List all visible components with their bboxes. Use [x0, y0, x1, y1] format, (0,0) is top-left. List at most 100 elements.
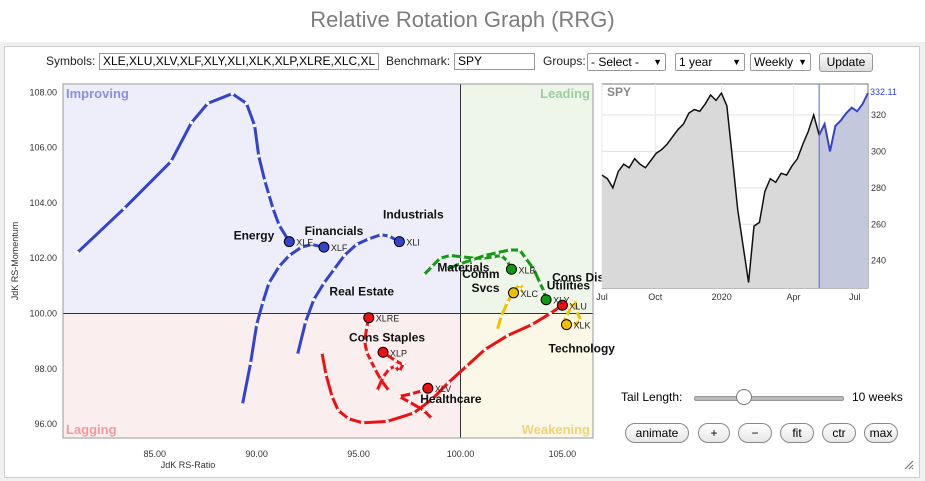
- tail-point: [397, 394, 402, 399]
- period-select[interactable]: 1 year ▼: [675, 53, 745, 71]
- center-button[interactable]: ctr: [822, 423, 856, 443]
- tail-point: [342, 253, 347, 258]
- symbol-label-xli: XLI: [406, 238, 420, 248]
- tail-point: [387, 367, 391, 371]
- tail-point: [254, 322, 259, 327]
- tail-line-xle: [75, 92, 291, 255]
- sector-label-xli: Industrials: [383, 208, 444, 222]
- symbol-label-xlp: XLP: [390, 348, 407, 358]
- head-marker-xlre: [363, 312, 375, 324]
- benchmark-label: Benchmark:: [386, 54, 451, 68]
- sector-label-xlc: Svcs: [471, 281, 499, 295]
- symbol-label-xlk: XLK: [574, 321, 591, 331]
- groups-select[interactable]: - Select - ▼: [587, 53, 666, 71]
- tail-point: [332, 267, 336, 271]
- head-marker-xlf: [318, 241, 330, 253]
- y-axis-label: JdK RS-Momentum: [10, 222, 20, 301]
- x-tick-label: 95.00: [347, 449, 370, 459]
- tail-point: [385, 419, 389, 424]
- tail-point: [572, 298, 577, 302]
- head-marker-xlv: [422, 382, 434, 394]
- update-button[interactable]: Update: [819, 53, 873, 72]
- chevron-down-icon: ▼: [653, 57, 662, 67]
- tail-point: [365, 350, 369, 354]
- y-tick-label: 108.00: [29, 87, 57, 97]
- tail-point: [336, 408, 340, 413]
- fit-button[interactable]: fit: [780, 423, 814, 443]
- tail-point: [460, 255, 465, 259]
- max-button[interactable]: max: [864, 423, 898, 443]
- y-tick-label: 100.00: [29, 309, 57, 319]
- x-tick-label: 85.00: [143, 449, 166, 459]
- tail-line-xlu: [320, 303, 564, 425]
- tail-point: [458, 262, 463, 266]
- benchmark-input[interactable]: SPY: [454, 53, 535, 70]
- tail-point: [312, 298, 316, 302]
- tail-point: [360, 421, 365, 425]
- animate-button[interactable]: animate: [625, 423, 689, 443]
- sector-label-xly: Cons Disc: [552, 271, 611, 285]
- sector-label-xlu: Utilities: [547, 278, 591, 292]
- plot-frame: [62, 83, 594, 439]
- head-marker-xli: [393, 236, 405, 248]
- quadrant-label-weakening: Weakening: [522, 422, 590, 437]
- sector-label-xlf: Financials: [305, 224, 364, 238]
- tail-point: [471, 257, 475, 262]
- tail-point: [240, 403, 245, 407]
- groups-label: Groups:: [543, 54, 586, 68]
- tail-point: [261, 300, 265, 305]
- tail-point: [244, 101, 249, 106]
- tail-point: [422, 273, 426, 277]
- head-marker-xlc: [508, 287, 519, 299]
- tail-point: [362, 339, 367, 343]
- resize-grip-icon[interactable]: [902, 458, 914, 470]
- tail-point: [517, 248, 522, 252]
- period-select-value: 1 year: [679, 55, 713, 69]
- tail-point: [267, 192, 271, 197]
- tail-point: [446, 380, 450, 385]
- symbol-label-xlre: XLRE: [376, 314, 400, 324]
- tail-point: [295, 353, 300, 357]
- symbol-label-xle: XLE: [296, 238, 313, 248]
- x-tick-label: 105.00: [549, 449, 577, 459]
- tail-point: [309, 242, 314, 247]
- tail-point: [505, 300, 510, 305]
- tail-point: [530, 322, 534, 327]
- tail-point: [430, 416, 434, 421]
- tail-line-xlf: [240, 242, 326, 407]
- tail-point: [75, 251, 79, 255]
- tail-point: [354, 242, 359, 247]
- zoom-out-button[interactable]: −: [738, 423, 772, 443]
- tail-point: [387, 234, 391, 238]
- tail-point: [574, 309, 579, 313]
- tail-point: [267, 281, 271, 285]
- head-marker-xle: [283, 236, 295, 248]
- chevron-down-icon: ▼: [732, 57, 741, 67]
- sector-label-xlre: Real Estate: [329, 285, 394, 299]
- quadrant-lagging: [63, 313, 461, 438]
- tail-point: [517, 282, 522, 287]
- tail-point: [430, 397, 434, 401]
- tail-point: [401, 361, 406, 366]
- tail-point: [375, 389, 379, 393]
- tail-point: [393, 358, 397, 363]
- frequency-select[interactable]: Weekly ▼: [750, 53, 811, 71]
- tail-point: [483, 253, 487, 258]
- zoom-in-button[interactable]: +: [698, 423, 730, 443]
- tail-length-track[interactable]: [694, 396, 844, 401]
- head-marker-xlk: [561, 319, 572, 331]
- frequency-select-value: Weekly: [754, 55, 794, 69]
- tail-point: [299, 245, 304, 249]
- tail-point: [271, 206, 275, 211]
- quadrant-weakening: [460, 313, 593, 438]
- tail-point: [430, 264, 434, 269]
- symbol-label-xlb: XLB: [518, 265, 535, 275]
- tail-line-xlre: [363, 316, 391, 393]
- tail-point: [393, 364, 397, 368]
- tail-length-slider-thumb[interactable]: [736, 389, 752, 405]
- tail-point: [568, 306, 573, 310]
- tail-point: [422, 408, 426, 413]
- symbols-input[interactable]: XLE,XLU,XLV,XLF,XLY,XLI,XLK,XLP,XLRE,XLC…: [99, 53, 379, 70]
- quadrant-label-leading: Leading: [540, 86, 590, 101]
